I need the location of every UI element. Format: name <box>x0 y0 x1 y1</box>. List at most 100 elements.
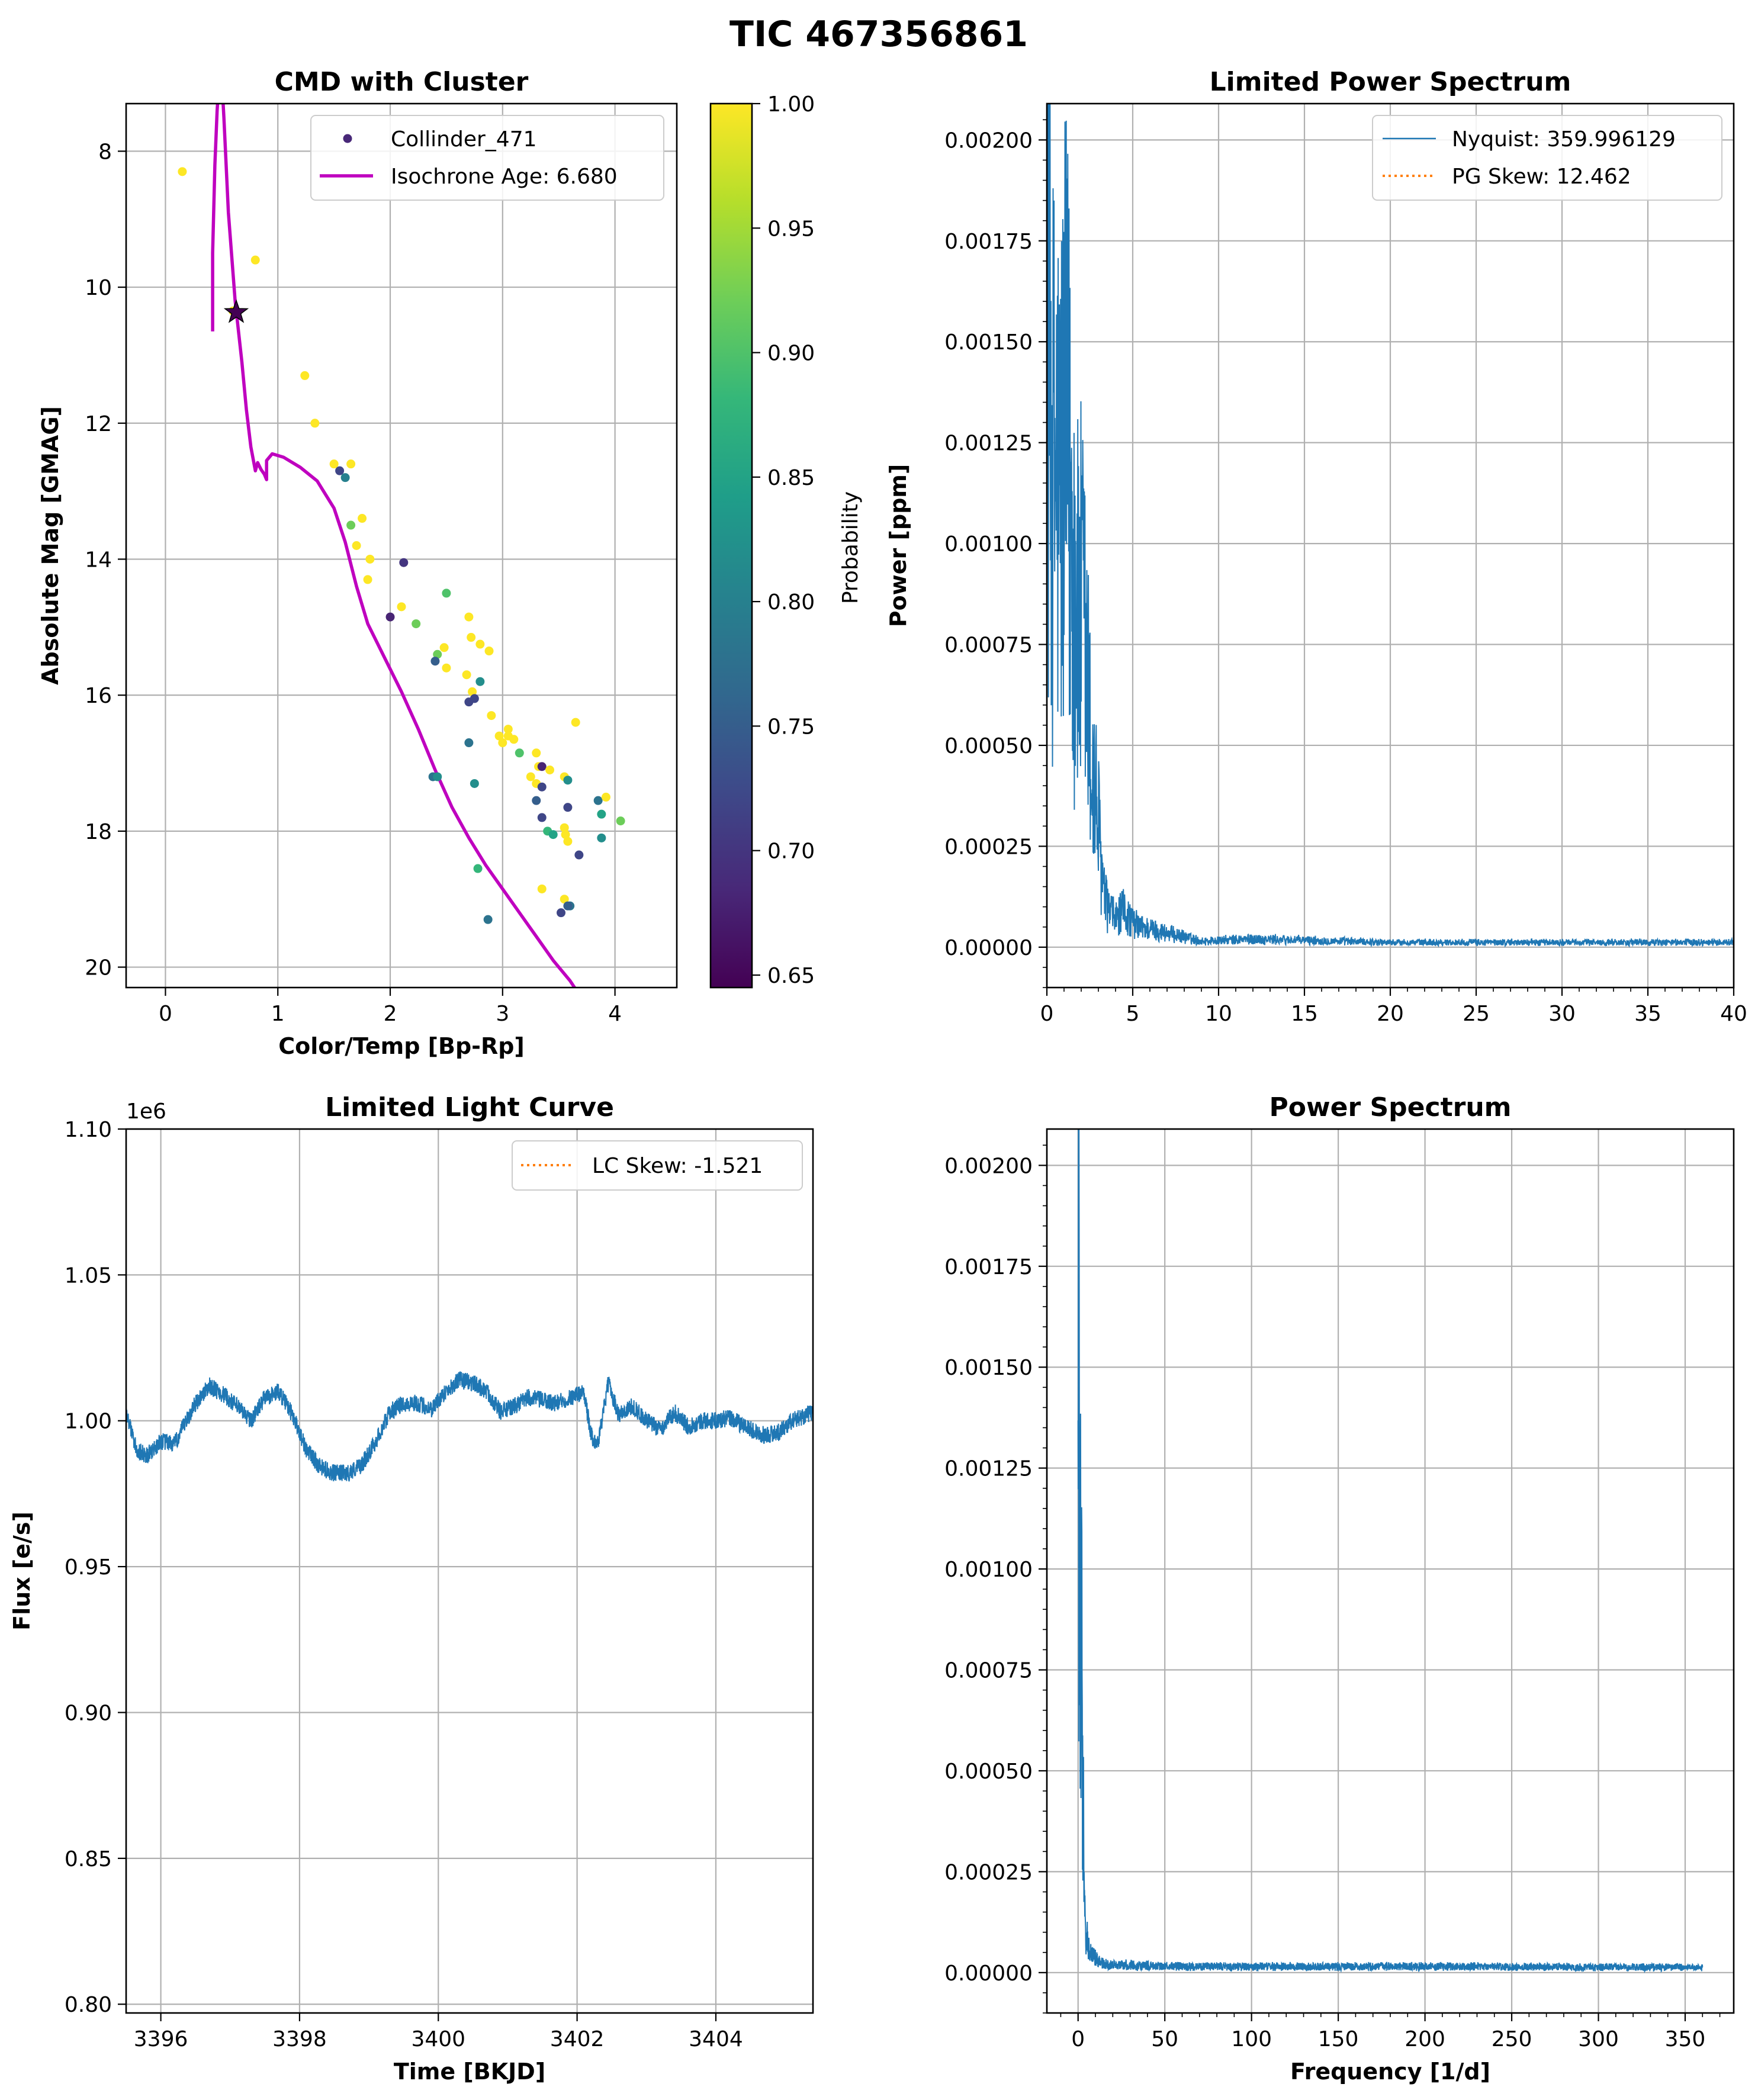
limited_lc-plot-area <box>126 1371 813 1482</box>
cluster-point <box>526 772 535 782</box>
y-tick-label: 0.00075 <box>944 1659 1033 1683</box>
cluster-point <box>597 833 606 842</box>
y-tick-label: 20 <box>85 956 112 980</box>
cluster-point <box>545 765 555 774</box>
cluster-point <box>433 772 442 782</box>
legend-box <box>1372 115 1722 201</box>
x-tick-label: 3396 <box>134 2027 188 2051</box>
y-tick-label: 16 <box>85 684 112 708</box>
x-tick-label: 100 <box>1231 2027 1272 2051</box>
cluster-point <box>515 748 524 758</box>
y-tick-label: 0.00200 <box>944 1154 1033 1178</box>
full_ps-frame: 0 50 100 150 200 250 300 350 0.00000 0.00025 0.000… <box>944 1092 1735 2085</box>
colorbar: 0.65 0.70 0.75 0.80 0.85 0.90 0.95 1.00 Probabil… <box>709 92 863 989</box>
cluster-point <box>430 657 440 666</box>
cluster-point <box>335 466 345 475</box>
cluster-point <box>532 796 541 805</box>
x-tick-label: 150 <box>1318 2027 1359 2051</box>
cluster-point <box>300 371 310 380</box>
x-tick-label: 200 <box>1405 2027 1445 2051</box>
cluster-point <box>532 748 541 758</box>
y-tick-label: 0.00150 <box>944 1356 1033 1380</box>
legend-label: Nyquist: 359.996129 <box>1452 127 1676 152</box>
x-tick-label: 10 <box>1205 1002 1232 1026</box>
legend-label: Collinder_471 <box>391 127 537 152</box>
colorbar-tick-label: 1.00 <box>767 92 815 117</box>
cluster-point <box>483 915 493 924</box>
colorbar-bar <box>709 102 753 989</box>
colorbar-tick-label: 0.80 <box>767 590 815 615</box>
cluster-point <box>470 779 479 788</box>
cluster-point <box>412 619 421 629</box>
x-tick-label: 300 <box>1578 2027 1619 2051</box>
x-tick-label: 350 <box>1665 2027 1706 2051</box>
colorbar-tick-label: 0.85 <box>767 466 815 490</box>
chart-title: Limited Light Curve <box>325 1092 614 1123</box>
cluster-point <box>548 830 558 840</box>
y-tick-label: 0.00100 <box>944 1558 1033 1582</box>
colorbar-tick-label: 0.75 <box>767 715 815 739</box>
colorbar-tick-label: 0.95 <box>767 217 815 241</box>
cluster-point <box>475 639 485 649</box>
x-tick-label: 35 <box>1634 1002 1661 1026</box>
cmd-plot-area <box>178 104 625 988</box>
x-tick-label: 5 <box>1126 1002 1140 1026</box>
y-tick-label: 0.00075 <box>944 633 1033 658</box>
x-tick-label: 20 <box>1377 1002 1404 1026</box>
chart-title: Power Spectrum <box>1270 1092 1512 1123</box>
cluster-point <box>385 612 395 622</box>
light-curve-line <box>126 1371 813 1482</box>
cluster-point <box>340 473 350 483</box>
y-axis-label: Power [ppm] <box>885 464 911 628</box>
x-axis-label: Time [BKJD] <box>394 2059 545 2085</box>
isochrone-line <box>211 104 577 988</box>
limited_ps-plot-area <box>1047 104 1734 948</box>
cluster-point <box>346 520 356 530</box>
y-tick-label: 0.00150 <box>944 330 1033 355</box>
cluster-point <box>537 813 547 822</box>
cluster-point <box>561 830 570 840</box>
x-axis-label: Color/Temp [Bp-Rp] <box>278 1033 525 1059</box>
x-tick-label: 40 <box>1720 1002 1747 1026</box>
y-tick-label: 10 <box>85 276 112 300</box>
cluster-point <box>467 633 476 642</box>
y-tick-label: 0.80 <box>65 1993 112 2017</box>
cluster-point <box>442 663 451 673</box>
x-tick-label: 250 <box>1492 2027 1532 2051</box>
colorbar-tick-label: 0.65 <box>767 964 815 988</box>
cluster-point <box>557 908 566 918</box>
cluster-point <box>560 895 569 904</box>
y-tick-label: 1.05 <box>65 1263 112 1288</box>
y-tick-label: 0.00100 <box>944 532 1033 557</box>
legend-box <box>310 115 664 201</box>
cluster-point <box>563 837 573 846</box>
cluster-point <box>468 687 477 696</box>
cluster-point <box>574 850 584 860</box>
cluster-point <box>397 602 406 612</box>
full_ps-axes <box>1047 1129 1734 2013</box>
cluster-point <box>346 459 356 469</box>
x-tick-label: 3400 <box>411 2027 465 2051</box>
y-tick-label: 0.00125 <box>944 1457 1033 1481</box>
cluster-point <box>475 677 485 686</box>
y-tick-label: 0.00125 <box>944 432 1033 456</box>
cluster-point <box>571 718 580 727</box>
cluster-point <box>464 612 474 622</box>
colorbar-tick-label: 0.70 <box>767 840 815 864</box>
figure-title: TIC 467356861 <box>729 14 1028 55</box>
cluster-point <box>563 776 573 785</box>
limited-ps-legend: Nyquist: 359.996129 PG Skew: 12.462 <box>1372 115 1722 201</box>
y-tick-label: 0.00175 <box>944 1255 1033 1279</box>
cluster-point <box>250 255 260 265</box>
cluster-point <box>503 725 513 734</box>
y-tick-label: 1.10 <box>65 1118 112 1142</box>
y-tick-label: 0.00050 <box>944 1760 1033 1784</box>
legend-marker-cluster <box>343 134 352 143</box>
cluster-point <box>365 554 375 564</box>
limited_ps-axes <box>1046 104 1735 988</box>
limited_ps-frame: 0 5 10 15 20 25 30 35 40 0.00000 0.00025 0.00050 0.0… <box>885 67 1747 1026</box>
chart-title: Limited Power Spectrum <box>1210 67 1571 97</box>
